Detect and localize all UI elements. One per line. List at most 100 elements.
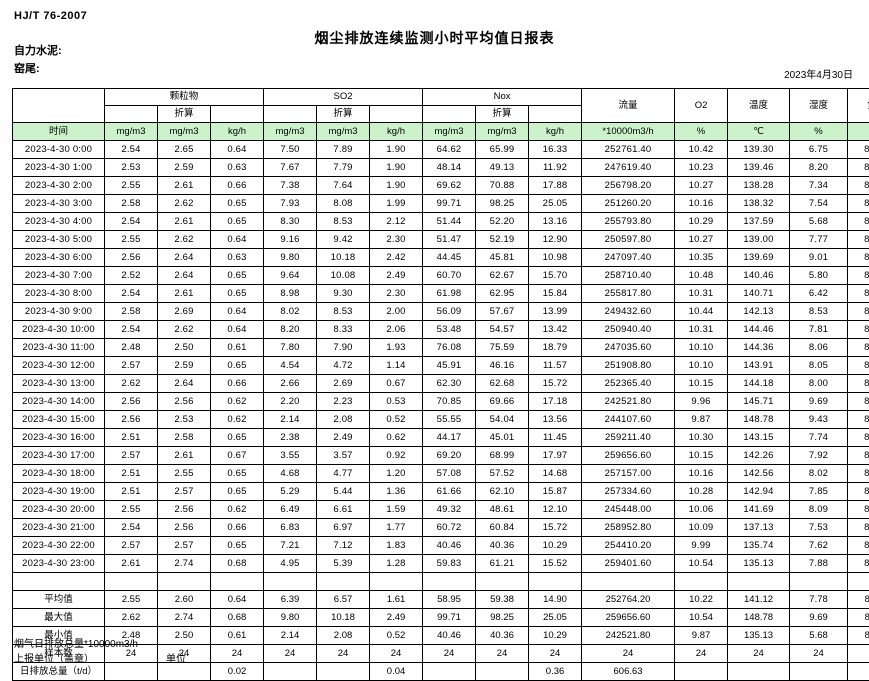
cell-pm-mg: 2.55 [105, 177, 158, 195]
cell-temperature: 142.56 [728, 465, 790, 483]
cell-nox-kgh: 18.79 [529, 339, 582, 357]
cell-nox-mg-converted: 70.88 [476, 177, 529, 195]
spacer-cell [790, 573, 848, 591]
cell-time: 2023-4-30 18:00 [13, 465, 105, 483]
cell-pm-mg: 2.61 [105, 555, 158, 573]
cell-nox-mg: 64.62 [423, 141, 476, 159]
unit-pm-mg: mg/m3 [105, 123, 158, 141]
cell-load: 24 [848, 645, 869, 663]
cell-pm-kgh: 24 [211, 645, 264, 663]
cell-nox-mg: 99.71 [423, 609, 476, 627]
cell-so2-mg: 9.64 [264, 267, 317, 285]
cell-nox-kgh: 24 [529, 645, 582, 663]
cell-so2-mg: 3.55 [264, 447, 317, 465]
cell-humidity: 8.00 [790, 375, 848, 393]
cell-pm-mg-converted: 2.56 [158, 393, 211, 411]
cell-humidity: 24 [790, 645, 848, 663]
cell-pm-mg-converted: 2.61 [158, 285, 211, 303]
cell-temperature: 145.71 [728, 393, 790, 411]
cell-pm-mg: 2.54 [105, 285, 158, 303]
cell-flow: 252761.40 [582, 141, 675, 159]
header-row-units: 时间 mg/m3 mg/m3 kg/h mg/m3 mg/m3 kg/h mg/… [13, 123, 869, 141]
cell-nox-kgh: 13.16 [529, 213, 582, 231]
cell-humidity: 7.62 [790, 537, 848, 555]
unit-pm-kgh: kg/h [211, 123, 264, 141]
unit-so2-mg-converted: mg/m3 [317, 123, 370, 141]
cell-so2-mg: 9.80 [264, 249, 317, 267]
cell-so2-kgh: 1.90 [370, 177, 423, 195]
cell-summary-label: 最大值 [13, 609, 105, 627]
footer-total-note: 烟气日排放总量*10000m3/h [14, 635, 138, 650]
cell-pm-kgh: 0.65 [211, 285, 264, 303]
cell-o2: 10.23 [675, 159, 728, 177]
cell-pm-mg-converted: 2.53 [158, 411, 211, 429]
cell-pm-mg: 2.53 [105, 159, 158, 177]
cell-humidity: 9.01 [790, 249, 848, 267]
cell-pm-mg: 2.54 [105, 141, 158, 159]
cell-nox-mg: 51.44 [423, 213, 476, 231]
unit-load: % [848, 123, 869, 141]
cell-nox-kgh: 15.72 [529, 519, 582, 537]
cell-load: 80.00 [848, 537, 869, 555]
cell-time: 2023-4-30 12:00 [13, 357, 105, 375]
emission-report-table: 颗粒物 SO2 Nox 流量 O2 温度 湿度 负荷 折算 折算 折算 时间 m… [12, 88, 869, 681]
cell-time: 2023-4-30 23:00 [13, 555, 105, 573]
spacer-cell [423, 573, 476, 591]
cell-so2-mg: 2.14 [264, 411, 317, 429]
cell-nox-mg: 58.95 [423, 591, 476, 609]
unit-temperature: ℃ [728, 123, 790, 141]
cell-flow: 259401.60 [582, 555, 675, 573]
cell-temperature: 135.13 [728, 555, 790, 573]
cell-so2-mg-converted: 2.49 [317, 429, 370, 447]
cell-flow: 255817.80 [582, 285, 675, 303]
cell-pm-kgh: 0.67 [211, 447, 264, 465]
footer-reporting-unit: 上报单位（盖章） [14, 650, 94, 665]
cell-temperature: 143.15 [728, 429, 790, 447]
cell-so2-mg: 24 [264, 645, 317, 663]
header-o2: O2 [675, 89, 728, 123]
cell-nox-kgh: 13.56 [529, 411, 582, 429]
cell-load: 80.00 [848, 627, 869, 645]
cell-so2-mg: 8.02 [264, 303, 317, 321]
cell-nox-kgh: 15.87 [529, 483, 582, 501]
cell-pm-mg: 2.57 [105, 357, 158, 375]
cell-so2-mg: 8.30 [264, 213, 317, 231]
cell-so2-kgh: 0.52 [370, 411, 423, 429]
cell-so2-mg: 6.49 [264, 501, 317, 519]
cell-flow: 259211.40 [582, 429, 675, 447]
cell-pm-mg: 2.54 [105, 213, 158, 231]
cell-temperature: 142.26 [728, 447, 790, 465]
cell-nox-mg-converted: 57.52 [476, 465, 529, 483]
cell-pm-mg: 2.56 [105, 411, 158, 429]
cell-pm-kgh: 0.64 [211, 231, 264, 249]
cell-humidity: 6.42 [790, 285, 848, 303]
cell-load: 80.00 [848, 213, 869, 231]
cell-o2: 10.35 [675, 249, 728, 267]
cell-flow: 259656.60 [582, 447, 675, 465]
cell-flow: 24 [582, 645, 675, 663]
cell-so2-mg: 7.50 [264, 141, 317, 159]
cell-temperature: 139.30 [728, 141, 790, 159]
cell-o2: 10.54 [675, 609, 728, 627]
cell-so2-mg-converted: 7.79 [317, 159, 370, 177]
cell-pm-mg-converted: 2.62 [158, 195, 211, 213]
cell-humidity: 8.06 [790, 339, 848, 357]
cell-flow: 247035.60 [582, 339, 675, 357]
header-nox-raw-blank [423, 106, 476, 123]
header-nox-converted: 折算 [476, 106, 529, 123]
cell-temperature: 135.74 [728, 537, 790, 555]
cell-nox-kgh: 13.99 [529, 303, 582, 321]
unit-nox-kgh: kg/h [529, 123, 582, 141]
cell-nox-mg-converted: 48.61 [476, 501, 529, 519]
cell-nox-kgh: 10.29 [529, 537, 582, 555]
cell-nox-kgh: 17.97 [529, 447, 582, 465]
cell-nox-mg: 44.17 [423, 429, 476, 447]
cell-so2-kgh: 2.49 [370, 267, 423, 285]
cell-pm-mg-converted: 2.61 [158, 177, 211, 195]
cell-nox-mg: 49.32 [423, 501, 476, 519]
cell-nox-kgh: 15.70 [529, 267, 582, 285]
